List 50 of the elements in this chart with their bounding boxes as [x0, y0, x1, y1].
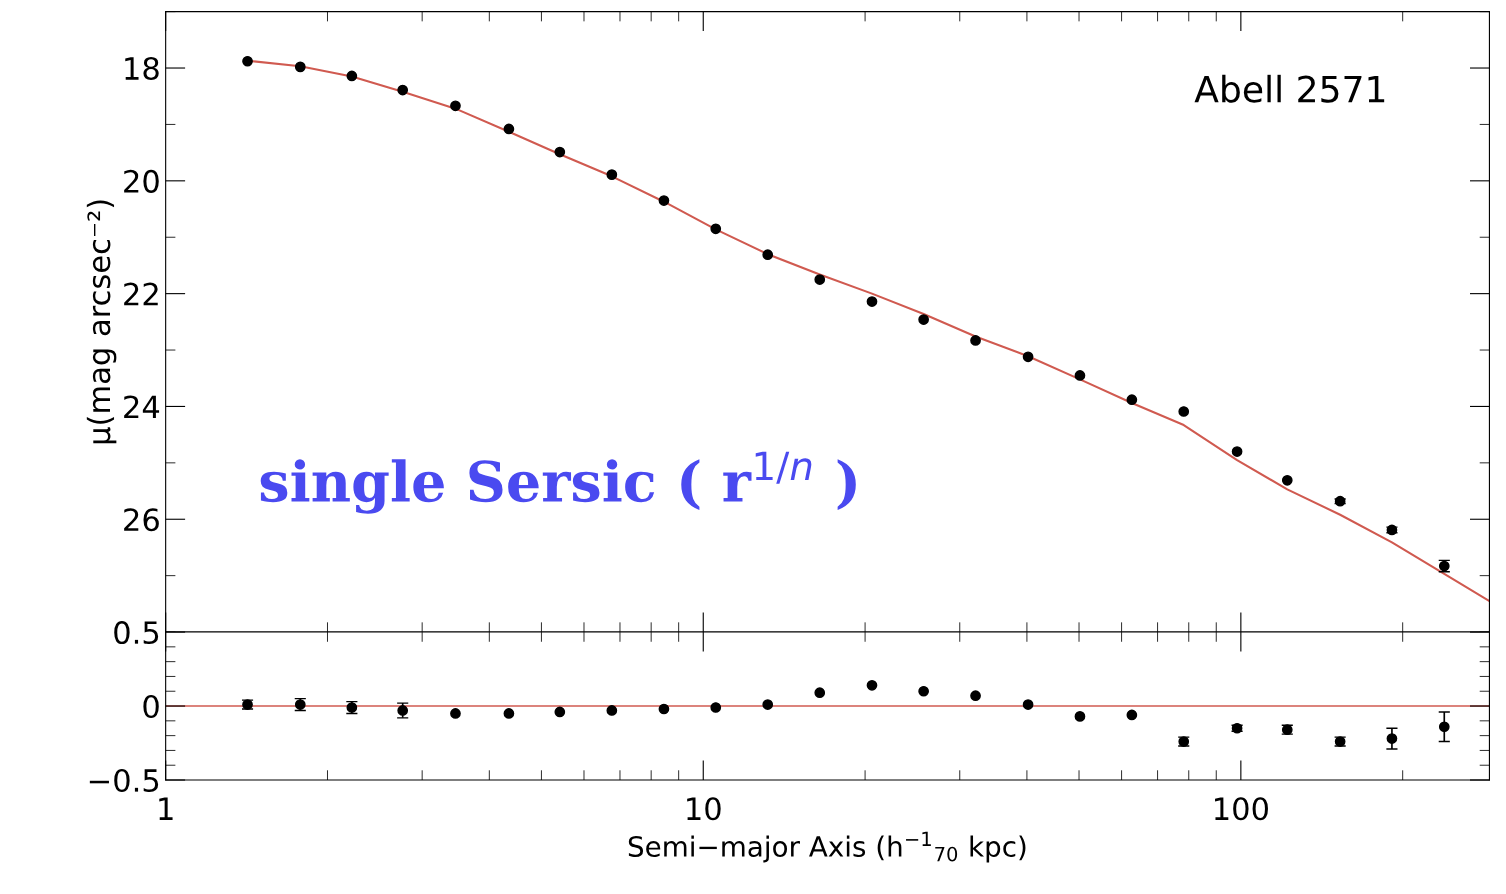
point	[1231, 446, 1243, 457]
y-tick-label: 22	[124, 282, 158, 306]
point	[1074, 370, 1086, 381]
point	[762, 249, 774, 261]
y-tick-label: 0.5	[114, 620, 159, 645]
y-tick-label: 24	[124, 395, 160, 419]
point	[710, 223, 722, 235]
point	[503, 708, 515, 719]
point	[1126, 709, 1138, 721]
y-tick-label: 20	[124, 169, 159, 193]
point	[503, 123, 515, 135]
point	[1178, 406, 1190, 417]
point	[970, 335, 981, 346]
point	[554, 146, 566, 158]
point	[1074, 711, 1086, 722]
y-axis-title: μ(mag arcsec⁻²)	[86, 200, 117, 444]
point	[658, 703, 670, 715]
point	[1281, 474, 1293, 486]
x-tick-label: 10	[687, 797, 721, 821]
point	[866, 679, 878, 691]
y-tick-label: 0	[143, 694, 159, 719]
point	[450, 708, 461, 719]
point	[450, 100, 461, 112]
y-tick-label: 26	[124, 508, 159, 532]
point	[918, 314, 929, 325]
annotation: single Sersic ( r$^{1/n}$ )	[260, 451, 856, 514]
point	[710, 702, 722, 713]
point	[762, 699, 774, 710]
point	[294, 61, 306, 73]
point	[606, 705, 618, 716]
y-tick-label: 18	[125, 56, 159, 81]
point	[242, 55, 253, 67]
y-tick-label: −0.5	[89, 768, 159, 793]
point	[1022, 699, 1034, 710]
point	[814, 274, 826, 285]
point	[346, 70, 358, 82]
point	[606, 169, 618, 180]
x-axis-title: Semi−major Axis (h$^{−1}$$_{70}$ kpc)	[628, 831, 1026, 863]
point	[970, 690, 981, 702]
x-tick-label: 1	[159, 797, 173, 820]
point	[658, 195, 670, 206]
point	[1022, 351, 1034, 363]
point	[397, 84, 409, 96]
point	[554, 706, 566, 718]
x-tick-label: 100	[1215, 797, 1268, 821]
point	[866, 296, 878, 307]
point	[814, 687, 826, 699]
point	[1126, 394, 1138, 406]
annotation: Abell 2571	[1194, 74, 1385, 103]
point	[918, 685, 929, 697]
